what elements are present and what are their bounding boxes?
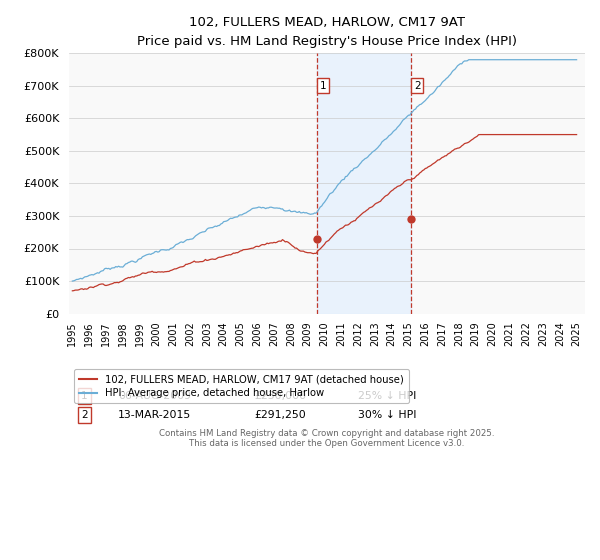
Text: 1: 1 bbox=[81, 391, 88, 400]
Text: £291,250: £291,250 bbox=[255, 410, 307, 420]
Text: 30% ↓ HPI: 30% ↓ HPI bbox=[358, 410, 416, 420]
Text: Contains HM Land Registry data © Crown copyright and database right 2025.
This d: Contains HM Land Registry data © Crown c… bbox=[159, 429, 495, 449]
Text: 1: 1 bbox=[320, 81, 326, 91]
Legend: 102, FULLERS MEAD, HARLOW, CM17 9AT (detached house), HPI: Average price, detach: 102, FULLERS MEAD, HARLOW, CM17 9AT (det… bbox=[74, 370, 409, 403]
Text: £230,000: £230,000 bbox=[255, 391, 307, 400]
Title: 102, FULLERS MEAD, HARLOW, CM17 9AT
Price paid vs. HM Land Registry's House Pric: 102, FULLERS MEAD, HARLOW, CM17 9AT Pric… bbox=[137, 16, 517, 48]
Bar bbox=[317, 53, 412, 314]
Text: 13-MAR-2015: 13-MAR-2015 bbox=[118, 410, 191, 420]
Text: 2: 2 bbox=[414, 81, 421, 91]
Text: 06-AUG-2009: 06-AUG-2009 bbox=[118, 391, 191, 400]
Text: 25% ↓ HPI: 25% ↓ HPI bbox=[358, 391, 416, 400]
Text: 2: 2 bbox=[81, 410, 88, 420]
